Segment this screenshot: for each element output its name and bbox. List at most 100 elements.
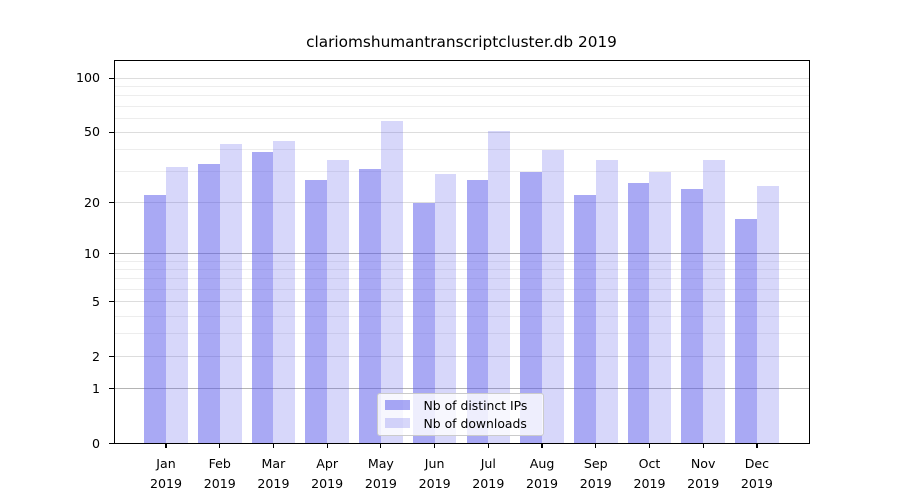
x-tick-year: 2019	[364, 475, 397, 491]
bar-dec-ips	[735, 219, 757, 444]
bar-feb-downloads	[219, 144, 242, 444]
gridline-minor	[113, 117, 810, 119]
gridline-minor	[113, 260, 810, 262]
bar-mar-ips	[251, 151, 274, 444]
bar-nov-downloads	[703, 159, 725, 444]
gridline-minor	[113, 86, 810, 88]
x-tick-month: Aug	[529, 456, 555, 471]
bar-mar-downloads	[273, 140, 296, 444]
y-tick-label-0: 0	[91, 435, 100, 451]
bar-jul-downloads	[488, 130, 511, 444]
legend-row-ips: Nb of distinct IPs	[384, 397, 537, 413]
legend-swatch-downloads-icon	[384, 417, 410, 429]
y-tick-mark	[109, 253, 114, 255]
x-tick-label-apr: Apr 2019	[295, 454, 359, 493]
bar-dec-downloads	[756, 185, 779, 444]
gridline-major	[113, 131, 810, 133]
y-tick-mark	[109, 131, 114, 133]
x-tick-mark	[219, 443, 221, 448]
y-tick-mark	[109, 201, 114, 204]
gridline-minor	[113, 149, 810, 151]
x-tick-month: Nov	[690, 456, 716, 471]
gridline-minor	[113, 315, 810, 317]
y-tick-mark	[109, 442, 114, 445]
legend-label-downloads: Nb of downloads	[423, 415, 527, 431]
bar-aug-downloads	[542, 149, 564, 444]
x-tick-month: Dec	[744, 456, 770, 471]
x-tick-label-may: May 2019	[349, 454, 413, 493]
x-tick-label-mar: Mar 2019	[241, 454, 305, 493]
x-tick-year: 2019	[311, 475, 344, 491]
x-tick-label-jan: Jan 2019	[134, 454, 198, 493]
bar-feb-ips	[197, 164, 220, 444]
gridline-major	[113, 202, 810, 204]
x-tick-year: 2019	[579, 475, 612, 491]
y-tick-mark	[109, 77, 114, 79]
x-tick-label-sep: Sep 2019	[564, 454, 628, 493]
gridline-major	[113, 301, 810, 303]
y-tick-label-1: 1	[91, 380, 100, 396]
gridline-minor	[113, 269, 810, 271]
x-tick-mark	[756, 443, 758, 448]
gridline-major	[113, 253, 810, 255]
x-tick-label-oct: Oct 2019	[617, 454, 681, 493]
y-tick-label-10: 10	[83, 245, 100, 261]
x-tick-mark	[380, 443, 382, 448]
x-tick-mark	[165, 443, 167, 448]
bar-jul-ips	[466, 179, 489, 444]
bar-may-downloads	[380, 120, 403, 444]
bar-apr-downloads	[327, 159, 349, 444]
x-tick-year: 2019	[526, 475, 559, 491]
x-tick-label-feb: Feb 2019	[188, 454, 252, 493]
x-tick-month: Jan	[156, 456, 176, 471]
legend-label-ips: Nb of distinct IPs	[423, 397, 528, 413]
bar-aug-ips	[520, 171, 543, 444]
chart-title: clariomshumantranscriptcluster.db 2019	[306, 33, 617, 51]
gridline-minor	[113, 171, 810, 173]
gridline-major	[113, 77, 810, 79]
x-tick-mark	[326, 443, 328, 448]
bar-oct-ips	[627, 182, 650, 444]
bar-jun-ips	[412, 202, 435, 444]
x-tick-month: Feb	[208, 456, 231, 471]
x-tick-year: 2019	[149, 475, 183, 491]
gridline-minor	[113, 95, 810, 97]
x-tick-year: 2019	[203, 475, 236, 491]
gridline-minor	[113, 333, 810, 335]
gridline-minor	[113, 105, 810, 107]
x-tick-month: Jul	[480, 456, 496, 471]
x-tick-month: May	[367, 456, 394, 471]
x-tick-label-aug: Aug 2019	[510, 454, 574, 493]
gridline-minor	[113, 289, 810, 291]
x-tick-label-nov: Nov 2019	[671, 454, 735, 493]
x-tick-month: Mar	[261, 456, 286, 471]
bar-sep-ips	[573, 195, 596, 444]
x-tick-mark	[541, 443, 543, 448]
x-tick-mark	[487, 443, 489, 448]
gridline-major	[113, 388, 810, 390]
bar-oct-downloads	[649, 171, 672, 444]
x-tick-mark	[702, 443, 704, 448]
x-tick-label-dec: Dec 2019	[725, 454, 789, 493]
y-tick-mark	[109, 355, 114, 358]
y-tick-label-5: 5	[91, 293, 100, 309]
legend-swatch-ips-icon	[384, 399, 410, 411]
y-tick-mark	[109, 388, 114, 390]
bar-jun-downloads	[434, 174, 457, 444]
x-tick-label-jul: Jul 2019	[456, 454, 520, 493]
gridline-major	[113, 356, 810, 358]
x-tick-month: Apr	[316, 456, 339, 471]
y-tick-mark	[109, 301, 114, 303]
legend: Nb of distinct IPs Nb of downloads	[376, 392, 544, 436]
x-tick-label-jun: Jun 2019	[403, 454, 467, 493]
gridline-minor	[113, 278, 810, 280]
bar-sep-downloads	[595, 159, 618, 444]
bar-nov-ips	[681, 188, 704, 444]
x-tick-mark	[272, 443, 275, 448]
legend-row-downloads: Nb of downloads	[384, 415, 537, 431]
x-tick-mark	[434, 443, 436, 448]
x-tick-month: Oct	[638, 456, 661, 471]
y-tick-label-100: 100	[75, 70, 100, 86]
x-tick-year: 2019	[257, 475, 290, 491]
x-tick-month: Jun	[424, 456, 445, 471]
